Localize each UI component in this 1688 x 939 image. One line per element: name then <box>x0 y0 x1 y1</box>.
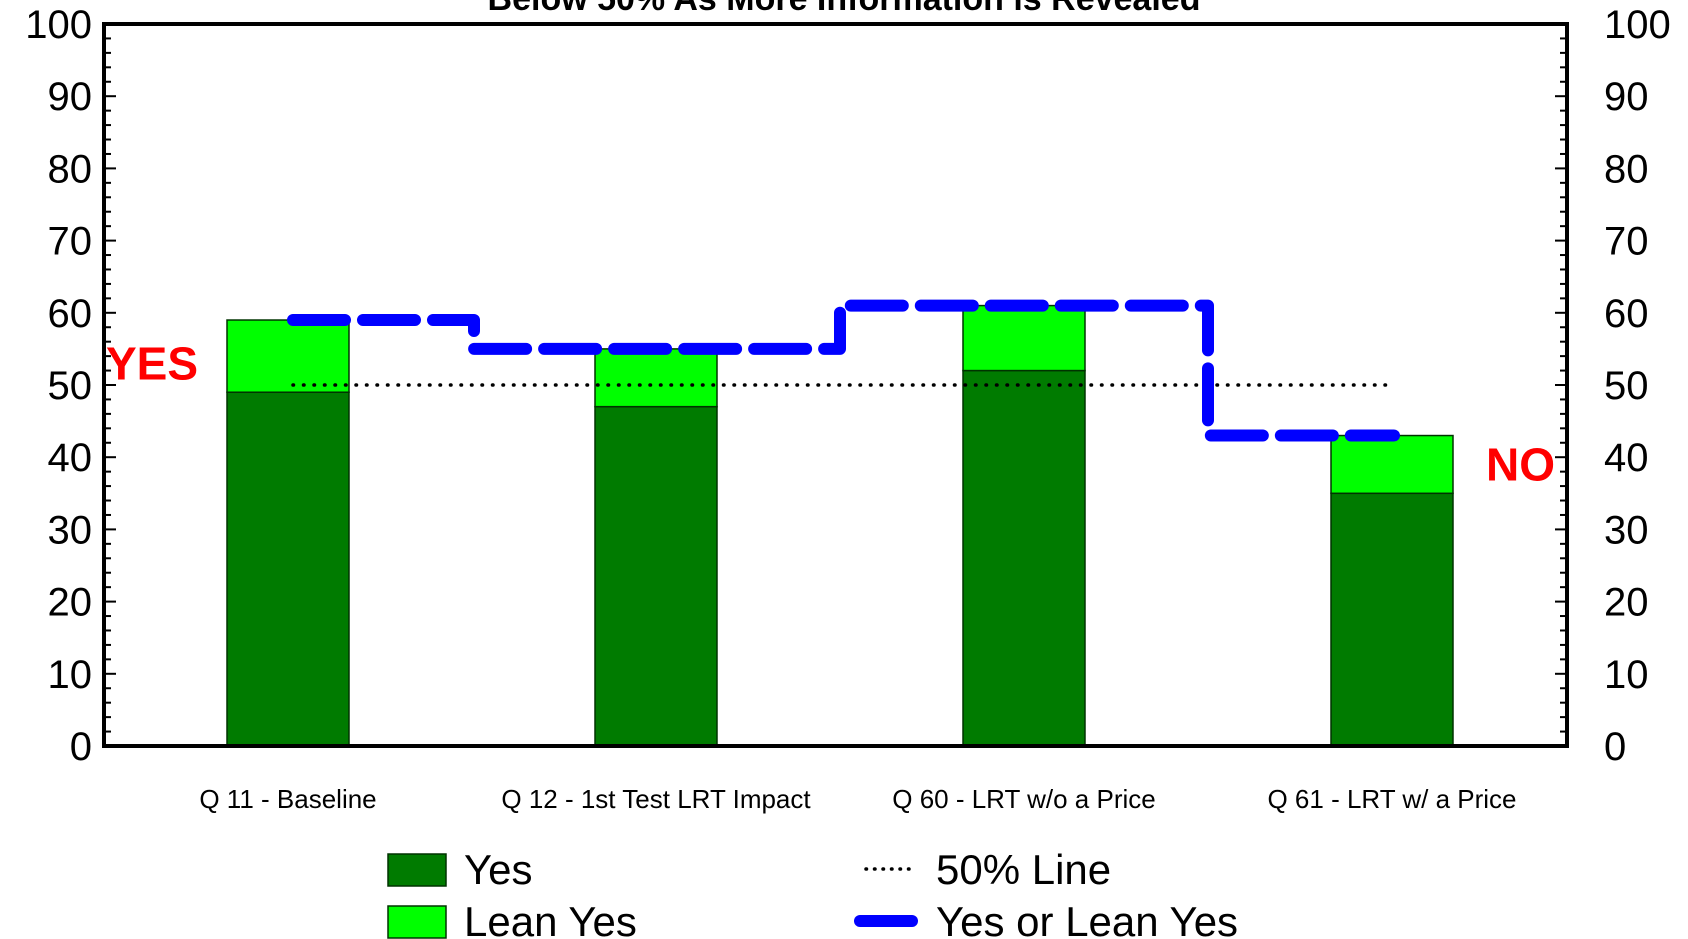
y-tick-label-left: 60 <box>48 292 93 336</box>
y-tick-label-right: 80 <box>1604 147 1649 191</box>
yes-or-lean-yes-line <box>287 299 1400 442</box>
bar-yes <box>226 391 350 747</box>
bar-yes <box>962 369 1086 747</box>
y-tick-label-left: 50 <box>48 364 93 408</box>
bar-lean-yes <box>594 348 718 408</box>
annotation-no: NO <box>1486 438 1555 490</box>
y-tick-label-right: 70 <box>1604 220 1649 264</box>
bar-lean-yes <box>962 304 1086 372</box>
y-tick-label-left: 10 <box>48 653 93 697</box>
y-tick-label-left: 80 <box>48 147 93 191</box>
x-category-label: Q 61 - LRT w/ a Price <box>1267 784 1516 814</box>
legend-label-yes: Yes <box>464 846 533 893</box>
annotations-layer: YES NO <box>106 337 1555 490</box>
y-tick-label-left: 0 <box>70 725 92 769</box>
bar-yes <box>1330 492 1454 747</box>
legend: Yes Lean Yes 50% Line Yes or Lean Yes <box>387 846 1238 939</box>
legend-swatch-yes <box>387 853 447 887</box>
legend-label-fifty-line: 50% Line <box>936 846 1111 893</box>
legend-swatch-lean-yes <box>387 905 447 939</box>
axes-layer: 0 0 10 10 20 20 30 30 40 40 50 50 60 60 70 70 80 80 90 90 10… <box>25 3 1671 814</box>
y-tick-label-right: 10 <box>1604 653 1649 697</box>
chart-title: Below 50% As More Information is Reveale… <box>488 0 1201 18</box>
y-tick-label-right: 90 <box>1604 75 1649 119</box>
x-category-label: Q 60 - LRT w/o a Price <box>892 784 1155 814</box>
y-tick-label-right: 0 <box>1604 725 1626 769</box>
x-category-label: Q 12 - 1st Test LRT Impact <box>501 784 811 814</box>
y-tick-label-left: 70 <box>48 220 93 264</box>
y-tick-label-right: 100 <box>1604 3 1671 47</box>
legend-label-yes-or-lean-yes: Yes or Lean Yes <box>936 898 1238 939</box>
y-tick-label-right: 50 <box>1604 364 1649 408</box>
y-tick-label-left: 40 <box>48 436 93 480</box>
annotation-yes: YES <box>106 337 198 389</box>
y-tick-label-right: 40 <box>1604 436 1649 480</box>
y-tick-label-left: 30 <box>48 508 93 552</box>
lines-layer <box>287 299 1400 442</box>
bar-lean-yes <box>226 319 350 393</box>
bars-layer <box>226 304 1454 747</box>
y-tick-label-left: 90 <box>48 75 93 119</box>
y-tick-label-left: 100 <box>25 3 92 47</box>
legend-label-lean-yes: Lean Yes <box>464 898 637 939</box>
y-tick-label-right: 60 <box>1604 292 1649 336</box>
x-category-label: Q 11 - Baseline <box>199 784 376 814</box>
y-tick-label-right: 30 <box>1604 508 1649 552</box>
y-tick-label-right: 20 <box>1604 581 1649 625</box>
bar-lean-yes <box>1330 434 1454 495</box>
y-tick-label-left: 20 <box>48 581 93 625</box>
bar-yes <box>594 405 718 747</box>
